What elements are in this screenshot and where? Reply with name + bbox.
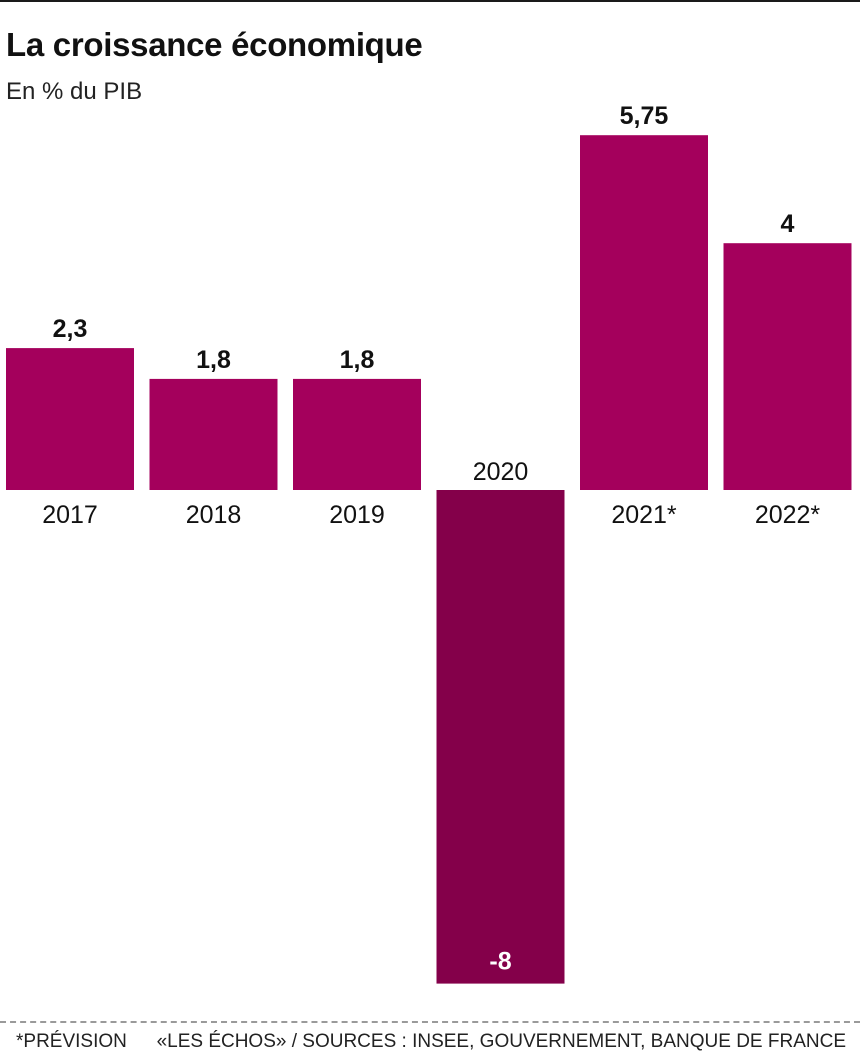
value-label-2020: -8 bbox=[489, 948, 511, 976]
category-label-2017: 2017 bbox=[42, 501, 98, 529]
chart-subtitle: En % du PIB bbox=[6, 78, 143, 105]
category-label-2022: 2022* bbox=[755, 501, 821, 529]
value-label-2021: 5,75 bbox=[620, 102, 669, 130]
bar-2017 bbox=[6, 348, 134, 490]
category-label-2021: 2021* bbox=[611, 501, 677, 529]
footnote-prevision: *PRÉVISION bbox=[16, 1031, 127, 1052]
footer-dashed-rule bbox=[0, 1021, 860, 1023]
value-label-2022: 4 bbox=[781, 210, 795, 238]
category-label-2019: 2019 bbox=[329, 501, 385, 529]
bar-2019 bbox=[293, 378, 421, 490]
source-credit: «LES ÉCHOS» / SOURCES : INSEE, GOUVERNEM… bbox=[156, 1031, 846, 1052]
top-rule bbox=[0, 0, 860, 2]
bar-2022 bbox=[723, 243, 852, 490]
category-label-2020: 2020 bbox=[473, 458, 529, 486]
category-label-2018: 2018 bbox=[186, 501, 242, 529]
value-label-2019: 1,8 bbox=[340, 346, 375, 374]
value-label-2017: 2,3 bbox=[53, 315, 88, 343]
chart-title: La croissance économique bbox=[6, 26, 423, 63]
bar-2021 bbox=[580, 135, 708, 490]
bar-2020 bbox=[436, 490, 565, 984]
value-label-2018: 1,8 bbox=[196, 346, 231, 374]
bar-2018 bbox=[149, 378, 278, 490]
